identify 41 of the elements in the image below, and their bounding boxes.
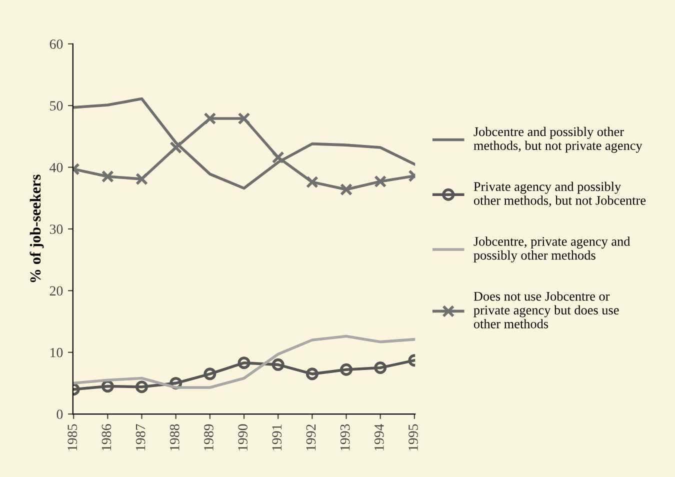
point <box>101 380 114 393</box>
point <box>136 172 148 186</box>
y-tick-label: 20 <box>50 286 63 296</box>
point <box>204 112 216 125</box>
legend-label: Jobcentre, private agency and possibly other methods <box>474 236 630 262</box>
point <box>374 175 387 188</box>
x-tick-label: 1987 <box>136 424 146 450</box>
y-tick-label: 10 <box>50 348 63 358</box>
x-tick-label: 1989 <box>204 424 214 450</box>
x-tick-label: 1985 <box>68 424 78 450</box>
line-series <box>72 97 416 190</box>
legend-label: Jobcentre and possibly other methods, but not private agency <box>474 126 642 153</box>
point <box>272 151 284 164</box>
point <box>136 380 148 394</box>
x-tick-label: 1992 <box>306 424 316 450</box>
x-tick-label: 1990 <box>238 424 248 450</box>
x-tick-label: 1988 <box>170 424 180 450</box>
point <box>204 368 216 380</box>
point <box>306 368 318 380</box>
legend-label: Private agency and possibly other methods, but not Jobcentre <box>474 182 646 207</box>
point <box>238 112 250 125</box>
y-tick-label: 60 <box>50 39 63 49</box>
point <box>272 358 284 371</box>
y-tick-label: 0 <box>56 410 63 419</box>
y-axis-title: % of job-seekers <box>30 174 44 282</box>
point <box>170 141 182 154</box>
x-tick-label: 1986 <box>102 424 112 450</box>
x-tick-label: 1995 <box>408 424 418 450</box>
point <box>374 362 387 374</box>
point <box>238 356 250 370</box>
point <box>101 170 114 183</box>
point <box>306 176 318 188</box>
x-tick-label: 1991 <box>272 424 282 450</box>
x-tick-label: 1994 <box>374 424 384 450</box>
legend-label: Does not use Jobcentre or private agency but does use other methods <box>474 291 619 328</box>
y-tick-label: 40 <box>50 162 63 172</box>
y-tick-label: 50 <box>50 101 63 111</box>
x-tick-label: 1993 <box>340 424 350 450</box>
point <box>340 183 353 196</box>
y-tick-label: 30 <box>50 224 63 234</box>
point <box>340 363 353 376</box>
